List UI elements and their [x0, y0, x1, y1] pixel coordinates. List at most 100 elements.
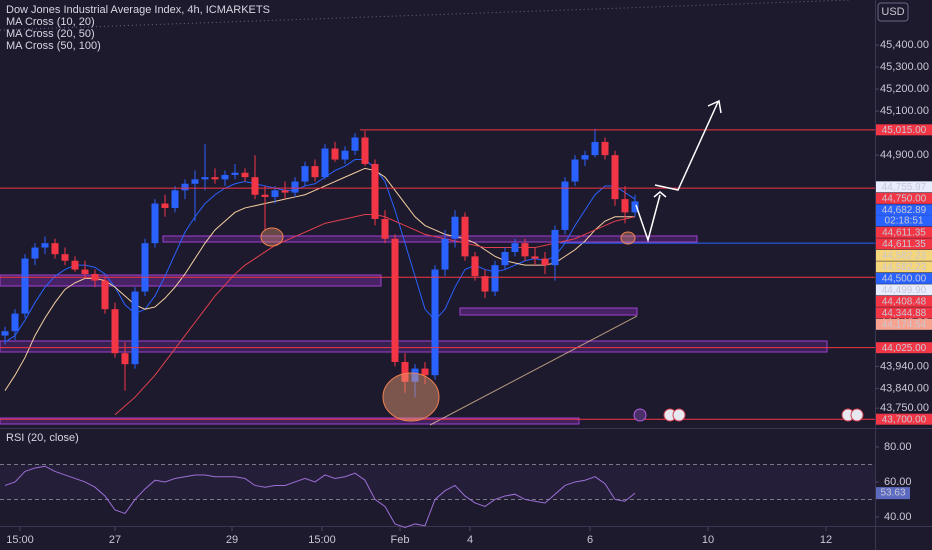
candle-body	[321, 148, 329, 178]
candle-body	[281, 190, 289, 193]
price-tag-label: 44,499.90	[882, 285, 927, 296]
rsi-title: RSI (20, close)	[6, 432, 79, 444]
candle-body	[531, 256, 539, 259]
currency[interactable]: USD	[881, 6, 904, 18]
candle-body	[431, 269, 439, 376]
y-tick-label: 45,400.00	[880, 39, 929, 51]
y-tick-label: 60.00	[884, 476, 912, 488]
candle-body	[251, 177, 259, 195]
event-icon[interactable]	[633, 408, 647, 422]
currency-button[interactable]	[877, 2, 909, 22]
rsi-band	[0, 464, 875, 500]
highlight-circle	[620, 231, 636, 245]
candle-body	[511, 243, 519, 252]
x-tick-label: 29	[226, 534, 238, 546]
candle-body	[441, 238, 449, 270]
flag-icon[interactable]	[850, 408, 864, 422]
price-tag-label: 44,682.89	[882, 205, 927, 216]
candle-body	[131, 291, 139, 365]
candle-body	[1, 331, 9, 336]
candle-body	[331, 148, 339, 160]
price-tag	[876, 238, 932, 250]
candle-body	[371, 163, 379, 219]
candle-body	[191, 179, 199, 184]
price-tag-label: 45,015.00	[882, 125, 927, 136]
candle-body	[621, 199, 629, 213]
candle-body	[31, 247, 39, 259]
candle-body	[381, 218, 389, 239]
price-tag	[876, 295, 932, 307]
y-tick-label: 80.00	[884, 441, 912, 453]
x-tick-label: 15:00	[308, 534, 336, 546]
zone	[0, 340, 828, 353]
projection-arrow	[654, 101, 719, 191]
price-tag	[876, 342, 932, 354]
y-tick-label: 45,300.00	[880, 61, 929, 73]
ma-line	[4, 159, 636, 343]
y-tick-label: 40.00	[884, 511, 912, 523]
candle-body	[101, 280, 109, 310]
candle-body	[221, 174, 229, 180]
x-tick-label: 6	[587, 534, 593, 546]
highlight-circle	[382, 372, 440, 422]
candle-body	[151, 203, 159, 244]
candle-body	[551, 229, 559, 266]
x-tick-label: 4	[467, 534, 473, 546]
candle-body	[491, 265, 499, 292]
candle-body	[411, 368, 419, 382]
price-tag-label: 44,408.48	[882, 296, 927, 307]
candle-body	[301, 166, 309, 182]
y-tick-label: 45,100.00	[880, 105, 929, 117]
x-tick-label: 27	[109, 534, 121, 546]
countdown-bg	[876, 215, 932, 227]
candle-body	[311, 166, 319, 178]
candle-body	[401, 361, 409, 382]
candle-body	[501, 251, 509, 266]
x-tick-label: 10	[702, 534, 714, 546]
candle-body	[121, 353, 129, 365]
projection-arrow	[635, 194, 661, 243]
rsi-tag	[876, 487, 910, 500]
price-tag	[876, 181, 932, 193]
candle-body	[271, 190, 279, 197]
indicator-label: MA Cross (50, 100)	[6, 40, 101, 52]
candle-body	[391, 238, 399, 362]
price-tag	[876, 413, 932, 425]
candle-body	[571, 159, 579, 182]
price-tag	[876, 124, 932, 136]
zone	[162, 235, 698, 243]
indicator-label: MA Cross (20, 50)	[6, 28, 95, 40]
price-tag-label: 44,750.00	[882, 193, 927, 204]
y-tick-label: 45,200.00	[880, 83, 929, 95]
highlight-circle	[260, 227, 284, 247]
flag-icon[interactable]	[672, 408, 686, 422]
candle-body	[111, 309, 119, 354]
candle-body	[211, 177, 219, 180]
candle-body	[41, 243, 49, 248]
price-tag	[876, 318, 932, 330]
candle-body	[11, 313, 19, 332]
candle-body	[481, 276, 489, 292]
candle-body	[561, 181, 569, 230]
candle-body	[591, 141, 599, 156]
price-tag-label: 44,174.54	[882, 319, 927, 330]
candle-body	[291, 181, 299, 193]
trend-line	[0, 0, 851, 31]
candle-body	[141, 243, 149, 292]
y-tick-label: 43,840.00	[880, 382, 929, 394]
candle-body	[351, 137, 359, 151]
price-tag	[876, 192, 932, 204]
candle-body	[631, 201, 639, 213]
ma-line	[429, 315, 638, 426]
price-tag-label: 44,344.88	[882, 308, 927, 319]
price-tag	[876, 204, 932, 216]
price-tag	[876, 307, 932, 319]
price-tag-label: 44,500.00	[882, 273, 927, 284]
candle-body	[421, 368, 429, 376]
x-tick-label: 12	[820, 534, 832, 546]
candle-body	[261, 194, 269, 197]
price-tag-label: 44,582.23	[882, 262, 927, 273]
price-tag-label: 44,611.35	[882, 227, 926, 238]
price-tag	[876, 249, 932, 261]
